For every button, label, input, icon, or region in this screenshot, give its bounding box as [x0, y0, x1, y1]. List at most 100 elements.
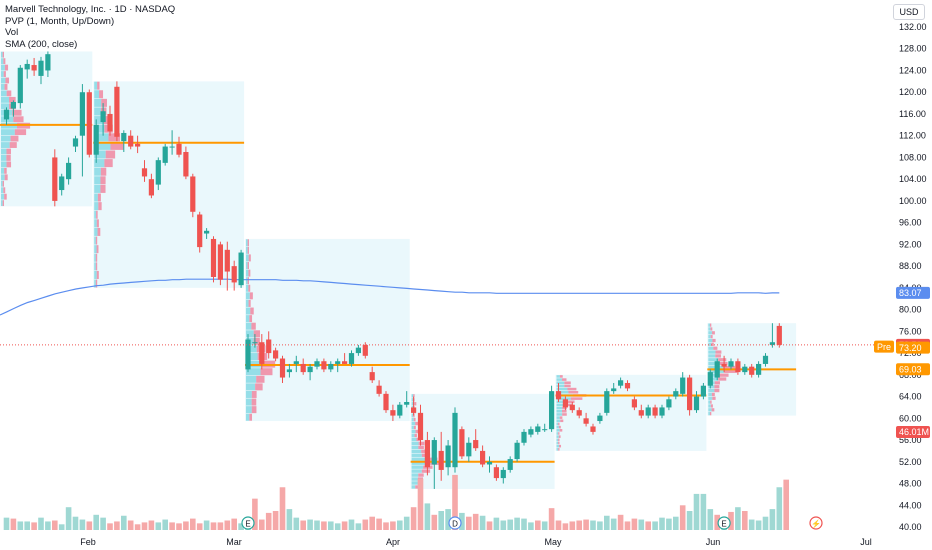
profile-row-up: [1, 161, 7, 168]
candle-body: [618, 380, 624, 386]
currency-button[interactable]: USD: [893, 4, 925, 20]
profile-row-down: [98, 202, 102, 211]
profile-row-down: [413, 394, 415, 398]
profile-row-down: [714, 385, 720, 389]
candle-body: [252, 342, 258, 344]
candle-body: [438, 450, 444, 470]
profile-row-down: [567, 387, 577, 391]
candle-body: [687, 377, 693, 411]
profile-row-up: [1, 142, 10, 148]
candle-body: [500, 469, 506, 479]
volume-bar: [176, 523, 182, 530]
volume-bar: [410, 507, 417, 530]
indicator-pvp[interactable]: PVP (1, Month, Up/Down): [5, 15, 115, 27]
candle-body: [762, 355, 769, 364]
profile-row-up: [556, 403, 566, 407]
profile-row-down: [10, 135, 19, 142]
volume-bar: [576, 520, 582, 530]
profile-row-up: [708, 338, 713, 343]
profile-row-down: [710, 400, 712, 404]
profile-row-down: [414, 433, 417, 438]
profile-row-up: [556, 438, 559, 442]
volume-bar: [645, 521, 651, 530]
profile-row-down: [561, 378, 567, 381]
volume-bar: [493, 517, 500, 530]
profile-row-up: [1, 84, 5, 90]
profile-row-up: [411, 398, 414, 402]
profile-row-up: [94, 227, 98, 236]
profile-row-up: [556, 406, 563, 410]
volume-bar: [114, 521, 120, 530]
profile-row-down: [718, 358, 727, 362]
profile-row-down: [711, 342, 714, 346]
profile-row-down: [568, 390, 579, 394]
profile-row-down: [108, 133, 121, 142]
y-tick-label: 120.00: [899, 87, 927, 97]
y-tick-label: 124.00: [899, 65, 927, 75]
profile-row-up: [411, 429, 416, 434]
candle-body: [238, 252, 244, 286]
volume-bar: [507, 519, 513, 530]
profile-row-down: [566, 400, 575, 404]
profile-row-up: [708, 335, 711, 339]
candle-body: [707, 372, 713, 386]
indicator-sma[interactable]: SMA (200, close): [5, 38, 78, 50]
x-tick-label: Apr: [386, 537, 400, 547]
symbol-title[interactable]: Marvell Technology, Inc. · 1D · NASDAQ: [5, 4, 176, 15]
price-axis[interactable]: 40.0044.0048.0052.0056.0060.0064.0068.00…: [899, 22, 927, 532]
profile-row-up: [708, 323, 710, 327]
profile-row-down: [4, 84, 8, 90]
profile-row-down: [97, 193, 101, 202]
volume-bar: [134, 524, 141, 530]
candle-body: [404, 402, 410, 405]
profile-row-down: [710, 327, 713, 331]
candle-body: [569, 404, 575, 411]
profile-row-up: [246, 330, 254, 338]
profile-row-down: [249, 292, 253, 300]
profile-row-down: [96, 270, 99, 279]
volume-bar: [383, 522, 389, 530]
volume-bar: [438, 511, 444, 530]
profile-row-up: [708, 388, 715, 393]
profile-row-up: [556, 435, 559, 438]
candle-body: [369, 372, 375, 381]
profile-row-down: [6, 90, 12, 97]
y-tick-label: 52.00: [899, 457, 922, 467]
volume-bar: [107, 523, 113, 530]
indicator-vol[interactable]: Vol: [5, 27, 19, 38]
time-axis[interactable]: Feb Mar Apr May Jun Jul: [80, 537, 872, 547]
profile-row-down: [97, 227, 101, 236]
profile-row-up: [708, 331, 712, 335]
profile-row-down: [3, 58, 6, 65]
profile-row-up: [556, 384, 565, 388]
profile-row-up: [556, 390, 569, 394]
x-tick-label: May: [544, 537, 562, 547]
profile-row-up: [556, 416, 560, 419]
profile-row-up: [1, 167, 5, 174]
y-tick-label: 88.00: [899, 261, 922, 271]
candle-body: [700, 385, 706, 397]
profile-row-up: [94, 81, 98, 90]
profile-row-up: [94, 124, 105, 133]
event-marker-label: ⚡: [811, 519, 821, 529]
profile-row-up: [1, 135, 11, 142]
profile-row-up: [1, 200, 3, 207]
candle-body: [66, 162, 72, 180]
volume-bars: [3, 474, 789, 530]
volume-bar: [755, 520, 762, 530]
volume-bar: [52, 520, 58, 530]
profile-row-down: [413, 417, 416, 422]
event-markers[interactable]: E D E ⚡: [241, 516, 823, 530]
profile-row-up: [708, 346, 714, 350]
profile-row-down: [95, 253, 98, 262]
profile-row-down: [718, 377, 727, 381]
volume-bar: [541, 521, 548, 530]
y-tick-label: 116.00: [899, 109, 926, 119]
candle-body: [121, 132, 127, 142]
profile-row-up: [94, 236, 96, 245]
profile-row-up: [246, 254, 249, 262]
candle-body: [45, 54, 51, 71]
profile-row-up: [246, 246, 248, 254]
profile-row-down: [719, 373, 729, 377]
